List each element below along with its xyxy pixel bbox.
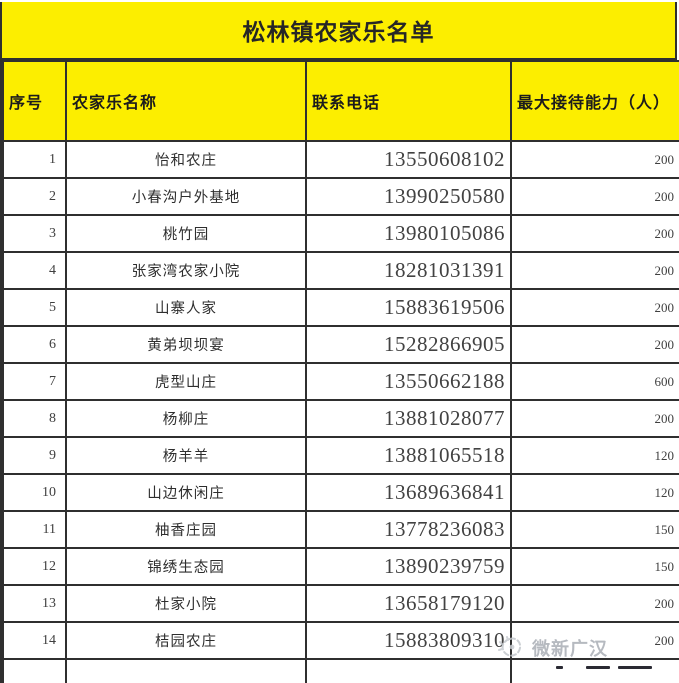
cell-phone: 13890239759 xyxy=(305,547,512,586)
table-row: 12 锦绣生态园 13890239759 150 xyxy=(2,547,679,586)
cell-serial: 13 xyxy=(2,584,67,623)
cell-serial: 5 xyxy=(2,288,67,327)
cell-name: 山寨人家 xyxy=(65,288,307,327)
clipped-text-dashes xyxy=(556,666,666,670)
cell-name: 小春沟户外基地 xyxy=(65,177,307,216)
cell-phone: 13881065518 xyxy=(305,436,512,475)
cell-serial: 6 xyxy=(2,325,67,364)
cell-capacity: 200 xyxy=(510,325,679,364)
cell-phone: 15883809310 xyxy=(305,621,512,660)
cell-phone: 15883619506 xyxy=(305,288,512,327)
table-row: 9 杨羊羊 13881065518 120 xyxy=(2,436,679,475)
cell-phone: 13658179120 xyxy=(305,584,512,623)
partial-row-body xyxy=(2,658,679,683)
cell-serial: 1 xyxy=(2,140,67,179)
table-row: 13 杜家小院 13658179120 200 xyxy=(2,584,679,623)
cell-name: 怡和农庄 xyxy=(65,140,307,179)
header-row: 序号 农家乐名称 联系电话 最大接待能力（人） xyxy=(2,60,679,142)
cell-phone: 13550662188 xyxy=(305,362,512,401)
cell-serial: 11 xyxy=(2,510,67,549)
cell-serial: 2 xyxy=(2,177,67,216)
table-row: 5 山寨人家 15883619506 200 xyxy=(2,288,679,327)
cell-phone xyxy=(305,658,512,683)
table-title: 松林镇农家乐名单 xyxy=(2,2,675,60)
cell-serial: 10 xyxy=(2,473,67,512)
cell-phone: 18281031391 xyxy=(305,251,512,290)
cell-serial xyxy=(2,658,67,683)
cell-capacity: 120 xyxy=(510,473,679,512)
cell-phone: 13689636841 xyxy=(305,473,512,512)
cell-name: 桃竹园 xyxy=(65,214,307,253)
cell-serial: 7 xyxy=(2,362,67,401)
cell-capacity: 200 xyxy=(510,399,679,438)
partial-row xyxy=(2,658,679,683)
cell-phone: 13980105086 xyxy=(305,214,512,253)
column-header-serial: 序号 xyxy=(2,60,67,142)
table-row: 3 桃竹园 13980105086 200 xyxy=(2,214,679,253)
cell-name: 锦绣生态园 xyxy=(65,547,307,586)
cell-name: 山边休闲庄 xyxy=(65,473,307,512)
cell-serial: 12 xyxy=(2,547,67,586)
cell-name: 桔园农庄 xyxy=(65,621,307,660)
cell-name: 张家湾农家小院 xyxy=(65,251,307,290)
cell-name: 黄弟坝坝宴 xyxy=(65,325,307,364)
table-row: 10 山边休闲庄 13689636841 120 xyxy=(2,473,679,512)
cell-capacity xyxy=(510,658,679,683)
cell-phone: 13550608102 xyxy=(305,140,512,179)
table-header: 序号 农家乐名称 联系电话 最大接待能力（人） xyxy=(2,60,679,142)
table-row: 2 小春沟户外基地 13990250580 200 xyxy=(2,177,679,216)
table-row: 11 柚香庄园 13778236083 150 xyxy=(2,510,679,549)
table-row: 14 桔园农庄 15883809310 200 xyxy=(2,621,679,660)
cell-serial: 8 xyxy=(2,399,67,438)
cell-name: 杨柳庄 xyxy=(65,399,307,438)
column-header-name: 农家乐名称 xyxy=(65,60,307,142)
cell-capacity: 200 xyxy=(510,140,679,179)
cell-capacity: 200 xyxy=(510,177,679,216)
cell-serial: 14 xyxy=(2,621,67,660)
cell-capacity: 200 xyxy=(510,621,679,660)
column-header-phone: 联系电话 xyxy=(305,60,512,142)
table-row: 6 黄弟坝坝宴 15282866905 200 xyxy=(2,325,679,364)
cell-name: 柚香庄园 xyxy=(65,510,307,549)
cell-name xyxy=(65,658,307,683)
cell-phone: 15282866905 xyxy=(305,325,512,364)
cell-name: 杜家小院 xyxy=(65,584,307,623)
cell-capacity: 150 xyxy=(510,547,679,586)
cell-capacity: 600 xyxy=(510,362,679,401)
cell-phone: 13778236083 xyxy=(305,510,512,549)
cell-capacity: 200 xyxy=(510,288,679,327)
cell-serial: 9 xyxy=(2,436,67,475)
cell-capacity: 200 xyxy=(510,214,679,253)
table-row: 1 怡和农庄 13550608102 200 xyxy=(2,140,679,179)
cell-capacity: 120 xyxy=(510,436,679,475)
cell-name: 杨羊羊 xyxy=(65,436,307,475)
cell-serial: 4 xyxy=(2,251,67,290)
table-body: 1 怡和农庄 13550608102 200 2 小春沟户外基地 1399025… xyxy=(2,140,679,660)
cell-name: 虎型山庄 xyxy=(65,362,307,401)
cell-phone: 13881028077 xyxy=(305,399,512,438)
cell-capacity: 150 xyxy=(510,510,679,549)
cell-capacity: 200 xyxy=(510,584,679,623)
cell-capacity: 200 xyxy=(510,251,679,290)
table-row: 8 杨柳庄 13881028077 200 xyxy=(2,399,679,438)
table-row: 4 张家湾农家小院 18281031391 200 xyxy=(2,251,679,290)
cell-phone: 13990250580 xyxy=(305,177,512,216)
farmhouse-table: 序号 农家乐名称 联系电话 最大接待能力（人） 1 怡和农庄 135506081… xyxy=(2,60,679,683)
cell-serial: 3 xyxy=(2,214,67,253)
table-row: 7 虎型山庄 13550662188 600 xyxy=(2,362,679,401)
column-header-capacity: 最大接待能力（人） xyxy=(510,60,679,142)
